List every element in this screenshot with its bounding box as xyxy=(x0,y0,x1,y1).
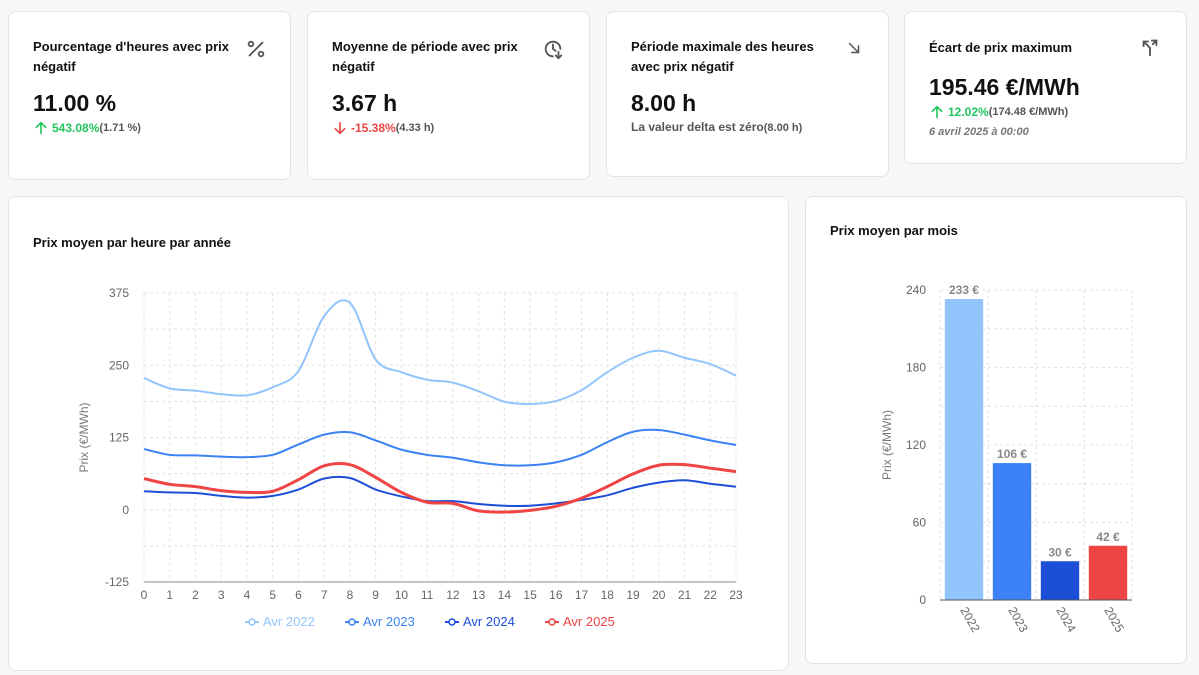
x-tick-label: 4 xyxy=(244,588,251,602)
y-tick-label: 240 xyxy=(906,283,926,297)
series-line-avr-2023 xyxy=(143,428,737,467)
x-tick-label: 2025 xyxy=(1101,605,1127,635)
kpi-title: Écart de prix maximum xyxy=(929,40,1073,55)
kpi-card-avg-negative-period: Moyenne de période avec prix négatif 3.6… xyxy=(307,11,590,180)
x-tick-label: 12 xyxy=(446,588,460,602)
legend-item: Avr 2025 xyxy=(563,614,615,629)
y-tick-label: 60 xyxy=(913,516,927,530)
bar-2023 xyxy=(992,463,1032,600)
monthly-price-chart-card: Prix moyen par mois 0 60 120 180 240 Prix (€/… xyxy=(805,196,1187,664)
bar-2025 xyxy=(1088,545,1128,600)
arrow-down-icon xyxy=(334,121,346,135)
kpi-card-negative-hours-pct: Pourcentage d'heures avec prix négatif 1… xyxy=(8,11,291,180)
x-tick-label: 2022 xyxy=(957,605,983,635)
y-tick-label: 375 xyxy=(109,286,129,300)
x-tick-label: 10 xyxy=(395,588,409,602)
x-tick-label: 2 xyxy=(192,588,199,602)
bar-2022 xyxy=(944,299,984,600)
x-tick-label: 20 xyxy=(652,588,666,602)
legend-swatch-marker xyxy=(448,618,456,626)
kpi-value: 3.67 h xyxy=(332,90,398,116)
chart-title: Prix moyen par heure par année xyxy=(33,235,231,250)
kpi-date: 6 avril 2025 à 00:00 xyxy=(929,126,1029,138)
x-tick-label: 19 xyxy=(626,588,640,602)
legend-item: Avr 2022 xyxy=(263,614,315,629)
percent-icon xyxy=(247,40,265,58)
y-axis-label: Prix (€/MWh) xyxy=(880,410,894,480)
bar-data-label: 42 € xyxy=(1096,530,1120,544)
kpi-value: 11.00 % xyxy=(33,90,117,116)
x-tick-label: 21 xyxy=(678,588,692,602)
arrow-down-right-icon xyxy=(848,42,860,54)
x-tick-label: 7 xyxy=(321,588,328,602)
kpi-card-max-negative-period: Période maximale des heures avec prix né… xyxy=(606,11,889,177)
y-tick-label: 125 xyxy=(109,431,129,445)
x-tick-label: 5 xyxy=(269,588,276,602)
x-tick-label: 2023 xyxy=(1005,605,1031,635)
kpi-title: Moyenne de période avec prix négatif xyxy=(332,39,518,74)
split-arrows-icon xyxy=(1142,39,1158,57)
y-tick-label: 0 xyxy=(919,593,926,607)
arrow-up-icon xyxy=(931,105,943,119)
x-tick-label: 8 xyxy=(347,588,354,602)
x-tick-label: 0 xyxy=(141,588,148,602)
x-tick-label: 18 xyxy=(601,588,615,602)
x-tick-label: 1 xyxy=(166,588,173,602)
kpi-previous-value: (4.33 h) xyxy=(395,122,435,134)
bar-2024 xyxy=(1040,561,1080,600)
legend-swatch-marker xyxy=(248,618,256,626)
monthly-price-bar-chart: 0 60 120 180 240 Prix (€/MWh) 233 € 2022 106 € 20… xyxy=(880,283,1133,635)
legend-item: Avr 2023 xyxy=(363,614,415,629)
series-line-avr-2022 xyxy=(143,299,737,405)
y-tick-label: 250 xyxy=(109,358,129,372)
x-tick-label: 13 xyxy=(472,588,486,602)
kpi-delta-value: 12.02% xyxy=(948,105,989,119)
kpi-delta: -15.38% (4.33 h) xyxy=(332,120,434,136)
kpi-delta: 12.02% (174.48 €/MWh) xyxy=(929,104,1068,120)
x-tick-label: 9 xyxy=(372,588,379,602)
y-tick-label: 0 xyxy=(122,503,129,517)
arrow-up-icon xyxy=(35,121,47,135)
kpi-title: Pourcentage d'heures avec prix négatif xyxy=(33,39,230,74)
x-tick-label: 11 xyxy=(421,588,434,602)
kpi-title: Période maximale des heures avec prix né… xyxy=(631,39,814,74)
kpi-value: 195.46 €/MWh xyxy=(929,74,1080,100)
y-tick-label: 180 xyxy=(906,361,926,375)
x-tick-label: 15 xyxy=(523,588,537,602)
x-tick-label: 6 xyxy=(295,588,302,602)
series-line-avr-2024 xyxy=(143,475,737,507)
x-tick-label: 3 xyxy=(218,588,225,602)
x-tick-label: 2024 xyxy=(1053,605,1079,635)
x-tick-label: 16 xyxy=(549,588,563,602)
x-tick-label: 17 xyxy=(575,588,589,602)
legend-swatch-marker xyxy=(348,618,356,626)
chart-title: Prix moyen par mois xyxy=(830,223,958,238)
legend-item: Avr 2024 xyxy=(463,614,515,629)
kpi-delta-note: La valeur delta est zéro(8.00 h) xyxy=(631,120,802,134)
bar-data-label: 30 € xyxy=(1048,545,1072,559)
bar-data-label: 106 € xyxy=(997,447,1027,461)
x-tick-label: 22 xyxy=(704,588,718,602)
kpi-delta-value: -15.38% xyxy=(351,121,396,135)
kpi-previous-value: (1.71 %) xyxy=(99,122,141,134)
kpi-value: 8.00 h xyxy=(631,90,697,116)
kpi-delta-value: 543.08% xyxy=(52,121,100,135)
clock-down-icon xyxy=(544,40,563,60)
bar-data-label: 233 € xyxy=(949,283,979,297)
kpi-previous-value: (174.48 €/MWh) xyxy=(988,106,1069,118)
kpi-previous-value: (8.00 h) xyxy=(763,122,803,134)
kpi-card-max-price-spread: Écart de prix maximum 195.46 €/MWh 12.02… xyxy=(904,11,1187,164)
kpi-note-text: La valeur delta est zéro xyxy=(631,120,764,134)
x-tick-label: 23 xyxy=(729,588,743,602)
legend-swatch-marker xyxy=(548,618,556,626)
series-line-avr-2025 xyxy=(143,462,737,514)
y-tick-label: 120 xyxy=(906,438,926,452)
kpi-delta: 543.08% (1.71 %) xyxy=(33,120,141,136)
x-tick-label: 14 xyxy=(498,588,512,602)
hourly-price-chart-card: Prix moyen par heure par année -125 0 125 2… xyxy=(8,196,789,671)
y-axis-label: Prix (€/MWh) xyxy=(77,403,91,473)
y-tick-label: -125 xyxy=(105,575,129,589)
